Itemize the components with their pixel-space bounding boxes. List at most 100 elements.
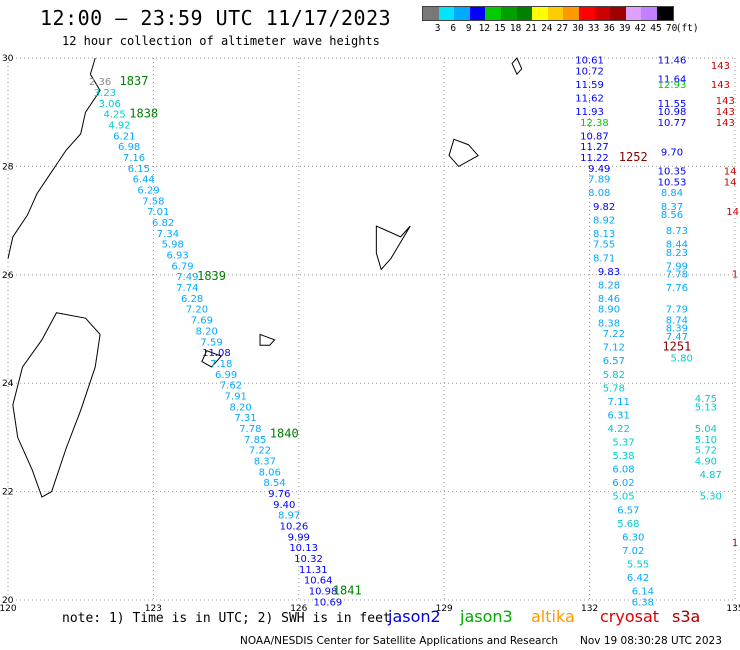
wave-height-value: 6.08 (612, 465, 634, 476)
wave-height-value: 4.90 (695, 457, 717, 468)
wave-height-value: 9.82 (593, 202, 615, 213)
wave-height-value: 143 (716, 107, 735, 118)
ishigaki-island (201, 350, 223, 368)
wave-height-value: 5.72 (695, 446, 717, 457)
wave-height-value: 12.38 (580, 118, 609, 129)
wave-height-value: 6.57 (617, 505, 639, 516)
color-scale-swatches (422, 6, 674, 21)
wave-height-value: 3.23 (94, 88, 116, 99)
wave-height-value: 6.57 (603, 356, 625, 367)
scale-swatch (563, 7, 579, 20)
lon-tick-label: 126 (290, 604, 307, 614)
wave-height-value: 14 (726, 207, 739, 218)
wave-height-value: 10.98 (658, 107, 687, 118)
wave-height-value: 4.25 (103, 110, 125, 121)
wave-height-value: 8.37 (661, 202, 683, 213)
wave-height-value: 8.13 (593, 229, 615, 240)
wave-height-value: 10.98 (309, 587, 338, 598)
scale-label: 42 (634, 23, 647, 34)
wave-height-value: 7.22 (249, 446, 271, 457)
wave-height-value: 143 (711, 61, 730, 72)
wave-height-value: 8.54 (263, 478, 285, 489)
wave-height-value: 6.44 (133, 175, 155, 186)
scale-label: 18 (509, 23, 522, 34)
wave-height-value: 6.79 (171, 261, 193, 272)
wave-height-value: 5.37 (612, 438, 634, 449)
wave-height-value: 11.08 (202, 348, 231, 359)
wave-height-value: 7.47 (666, 332, 688, 343)
wave-height-value: 5.38 (612, 451, 634, 462)
wave-height-value: 5.10 (695, 435, 717, 446)
scale-swatch (516, 7, 533, 20)
wave-height-value: 12.93 (658, 80, 687, 91)
wave-height-value: 6.30 (622, 532, 644, 543)
wave-height-value: 5.98 (162, 240, 184, 251)
scale-swatch (578, 7, 595, 20)
wave-height-value: 143 (716, 96, 735, 107)
scale-label: 15 (494, 23, 506, 34)
wave-height-value: 6.29 (137, 186, 159, 197)
scale-label: 36 (603, 23, 615, 34)
satellite-jason2: jason2 (388, 607, 441, 626)
wave-height-value: 11.59 (575, 80, 604, 91)
scale-swatch (423, 7, 439, 20)
wave-height-value: 7.74 (176, 283, 198, 294)
wave-height-value: 143 (711, 80, 730, 91)
lon-tick-label: 129 (436, 604, 453, 614)
wave-height-value: 7.49 (176, 272, 198, 283)
wave-height-value: 6.42 (627, 573, 649, 584)
scale-label: 45 (650, 23, 662, 34)
wave-height-value: 4.75 (695, 394, 717, 405)
satellite-jason3: jason3 (460, 607, 513, 626)
wave-height-value: 8.23 (666, 248, 688, 259)
wave-height-value: 3.06 (99, 99, 121, 110)
wave-height-value: 10.69 (314, 597, 343, 608)
wave-height-value: 8.97 (278, 511, 300, 522)
wave-height-value: 8.56 (661, 210, 683, 221)
wave-height-value: 11.64 (658, 74, 687, 85)
wave-height-value: 7.89 (588, 175, 610, 186)
wave-height-value: 7.59 (200, 337, 222, 348)
wave-height-value: 11.62 (575, 93, 604, 104)
wave-height-value: 7.85 (244, 435, 266, 446)
satellite-altika: altika (531, 607, 575, 626)
wave-height-value: 14 (724, 167, 737, 178)
pass-number: 1838 (129, 107, 158, 121)
scale-label: 6 (450, 23, 457, 34)
wave-height-value: 7.58 (142, 196, 164, 207)
wave-height-value: 5.68 (617, 519, 639, 530)
wave-height-value: 8.90 (598, 305, 620, 316)
wave-height-value: 8.39 (666, 324, 688, 335)
scale-label: 12 (478, 23, 491, 34)
wave-height-value: 6.82 (152, 218, 174, 229)
wave-height-value: 10.87 (580, 131, 609, 142)
wave-height-value: 11.46 (658, 55, 687, 66)
wave-height-value: 5.82 (603, 370, 625, 381)
wave-height-value: 6.98 (118, 142, 140, 153)
wave-height-value: 9.49 (588, 164, 610, 175)
wave-height-value: 10.64 (304, 576, 333, 587)
wave-height-value: 7.79 (666, 305, 688, 316)
wave-height-value: 1 (732, 270, 738, 281)
wave-height-value: 6.02 (612, 478, 634, 489)
miyako-island (259, 333, 276, 346)
small-island (511, 57, 523, 76)
wave-height-value: 9.40 (273, 500, 295, 511)
wave-height-value: 8.20 (196, 326, 218, 337)
wave-height-value: 7.18 (210, 359, 232, 370)
wave-height-value: 7.11 (608, 397, 630, 408)
wave-height-value: 9.83 (598, 267, 620, 278)
wave-height-value: 9.99 (288, 532, 310, 543)
wave-height-value: 8.84 (661, 188, 683, 199)
scale-label: 33 (587, 23, 600, 34)
scale-label: 39 (619, 23, 631, 34)
scale-label: 3 (434, 23, 441, 34)
wave-height-value: 7.16 (123, 153, 145, 164)
wave-height-value: 7.31 (234, 413, 256, 424)
map-title: 12:00 – 23:59 UTC 11/17/2023 (40, 6, 392, 30)
color-scale-legend: 3 6 9 12 15 18 21 24 27 30 33 36 39 42 45 70 (ft) (422, 6, 699, 34)
wave-height-value: 7.62 (220, 381, 242, 392)
wave-height-value: 7.02 (622, 546, 644, 557)
lat-tick-label: 22 (2, 488, 13, 498)
